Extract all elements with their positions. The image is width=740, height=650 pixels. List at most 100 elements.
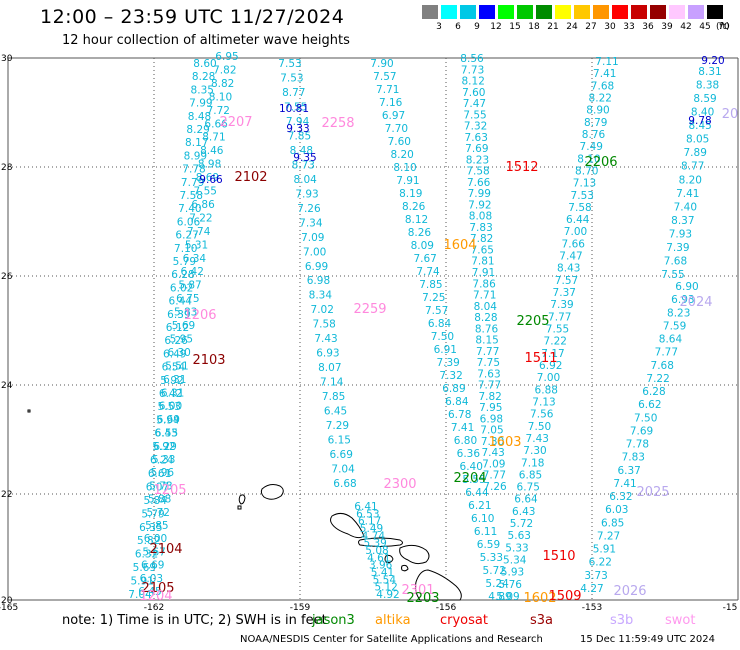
swh-value-high: 9.33 [286,123,309,135]
color-swatch [593,5,609,19]
swh-value: 8.19 [399,188,422,200]
pass-label: 2206 [584,155,617,170]
pass-label: 2258 [321,116,354,131]
swh-value: 8.34 [309,290,333,302]
swh-value: 6.93 [671,294,694,306]
swh-value: 6.45 [324,406,347,418]
swh-value: 7.34 [299,217,323,229]
swh-value: 4.74 [362,530,386,542]
pass-label: 1603 [488,435,521,450]
swh-value: 7.50 [634,412,657,424]
color-swatch-label: 42 [680,22,692,32]
swh-value: 6.30 [167,347,190,359]
swh-value: 6.68 [333,478,356,490]
pass-label: 2204 [453,471,486,486]
swh-value: 7.79 [181,177,204,189]
swh-value: 8.60 [193,58,216,70]
swh-value: 8.70 [575,165,598,177]
swh-value: 6.43 [154,428,177,440]
swh-value: 7.68 [651,360,674,372]
swh-value: 6.54 [162,362,186,374]
swh-value: 5.55 [462,474,485,486]
swh-value: 7.00 [303,246,326,258]
swh-value: 8.90 [586,105,609,117]
swh-value: 6.42 [181,266,204,278]
swh-value: 6.89 [442,383,465,395]
swh-value: 6.90 [675,281,698,293]
swh-value: 7.60 [462,87,485,99]
swh-value: 6.86 [191,199,215,211]
swh-value: 5.73 [149,480,172,492]
swh-value: 7.58 [466,166,489,178]
swh-value: 6.97 [382,110,405,122]
swh-value: 6.69 [157,414,180,426]
swh-value: 7.22 [189,212,212,224]
lon-label: -165 [0,603,18,613]
swh-value: 3.73 [584,570,607,582]
swh-value: 5.79 [141,508,164,520]
swh-value: 7.14 [320,377,344,389]
swh-value: 8.82 [211,78,234,90]
swh-value: 6.03 [605,504,628,516]
swh-value: 5.69 [172,320,195,332]
swh-value: 7.74 [187,226,211,238]
swh-value: 7.85 [288,130,311,142]
swh-value: 6.27 [175,230,198,242]
swh-value: 6.59 [477,539,500,551]
swh-value: 8.04 [474,301,498,313]
swh-value: 7.58 [180,190,203,202]
color-swatch [555,5,571,19]
swh-value: 7.50 [528,421,551,433]
swh-value: 6.75 [517,482,540,494]
swh-value: 5.51 [165,360,188,372]
swh-value: 7.67 [413,253,436,265]
swh-value: 5.82 [137,535,160,547]
swh-value: 7.77 [483,470,506,482]
swh-value: 7.78 [626,439,649,451]
swh-value: 6.06 [177,216,201,228]
pass-label: 1511 [524,351,557,366]
swh-value: 7.99 [468,188,491,200]
swh-value: 7.39 [436,357,459,369]
swh-value: 7.77 [478,380,501,392]
swh-value: 7.63 [465,132,488,144]
swh-value: 5.33 [152,454,175,466]
color-swatch [669,5,685,19]
swh-value: 6.44 [566,214,590,226]
swh-value: 7.58 [312,319,335,331]
swh-value: 8.17 [185,137,208,149]
lon-label: -15 [723,603,738,613]
swh-value: 7.41 [451,422,474,434]
swh-value: 6.69 [330,449,353,461]
color-swatch-label: 15 [509,22,521,32]
swh-value: 8.98 [198,159,221,171]
swh-value: 5.34 [503,555,527,567]
swh-value: 7.43 [481,447,504,459]
swh-value: 8.12 [462,76,485,88]
island-small-1 [237,505,242,510]
swh-value-high: 9.20 [701,55,724,67]
swh-value: 5.93 [501,567,524,579]
swh-value: 7.55 [194,186,217,198]
swh-value: 7.40 [178,203,201,215]
swh-value: 6.10 [471,513,494,525]
pass-label: 2026 [613,584,646,599]
swh-value: 6.44 [465,487,489,499]
swh-value: 7.66 [467,177,491,189]
swh-value: 7.13 [532,396,555,408]
swh-value: 7.47 [559,251,582,263]
pass-label: 20 [722,107,739,122]
swh-value: 6.36 [457,448,481,460]
color-swatch [574,5,590,19]
swh-value: 6.00 [144,533,167,545]
swh-value: 8.48 [188,111,211,123]
swh-value: 5.41 [371,567,394,579]
swh-value: 4.92 [376,589,399,601]
swh-value: 5.54 [373,574,397,586]
swh-value: 7.02 [311,304,334,316]
pass-label: 2105 [141,581,174,596]
swh-value: 7.16 [379,97,403,109]
swh-value: 5.88 [148,494,171,506]
color-swatch-label: 18 [528,22,540,32]
island-niihau [238,494,246,505]
